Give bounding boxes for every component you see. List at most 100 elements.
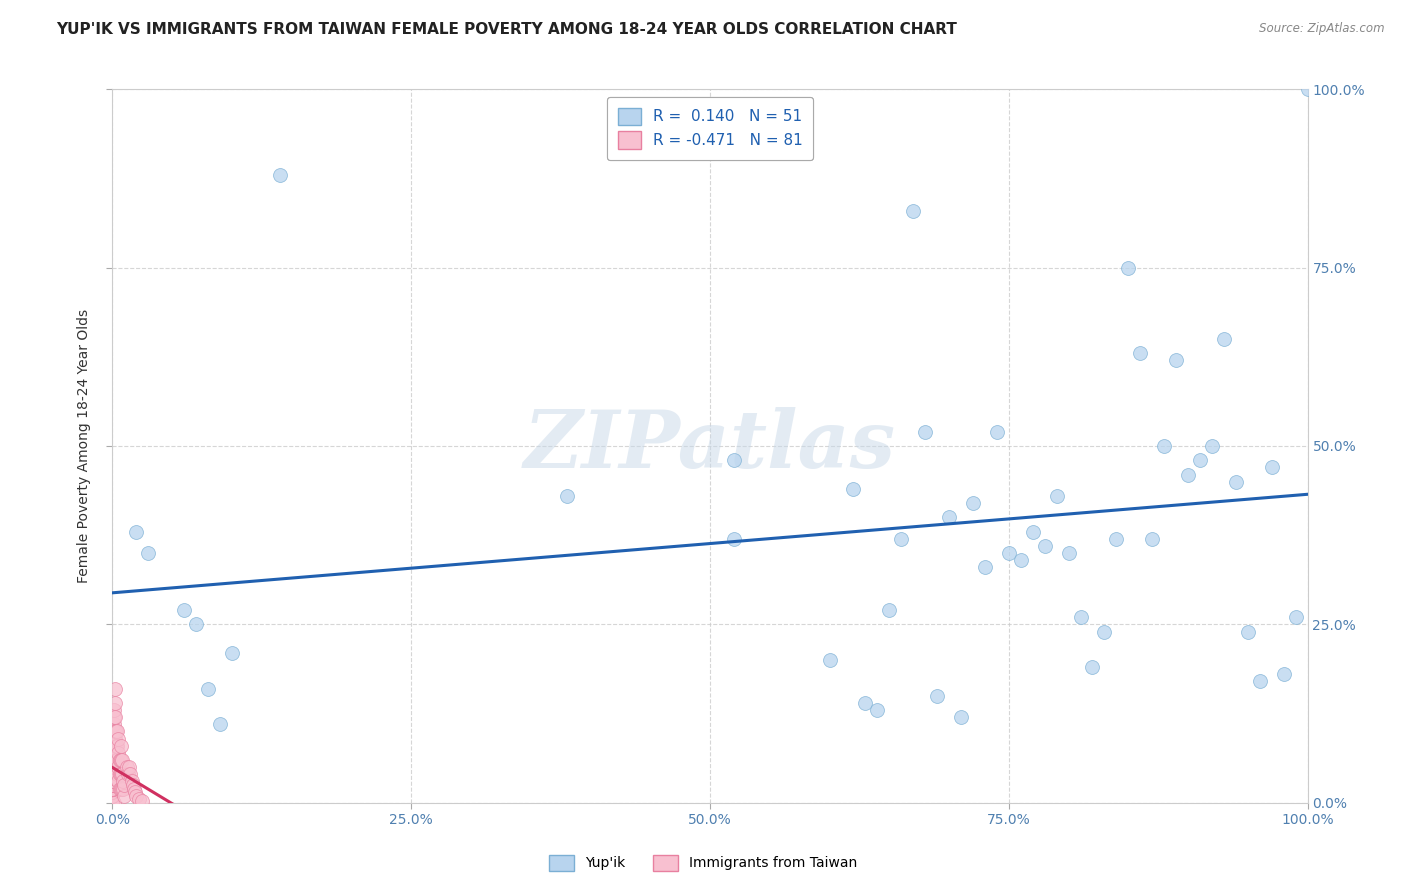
Point <box>1261 460 1284 475</box>
Point <box>938 510 960 524</box>
Point <box>121 778 143 792</box>
Point <box>101 789 124 803</box>
Point <box>927 689 949 703</box>
Point <box>111 781 134 796</box>
Point <box>1094 624 1116 639</box>
Point <box>1272 667 1295 681</box>
Point <box>1296 82 1319 96</box>
Point <box>1033 539 1056 553</box>
Point <box>107 774 129 789</box>
Point <box>209 717 232 731</box>
Point <box>101 796 124 810</box>
Point <box>124 785 146 799</box>
Point <box>842 482 865 496</box>
Point <box>269 168 291 182</box>
Point <box>103 717 125 731</box>
Point <box>110 781 132 796</box>
Legend: R =  0.140   N = 51, R = -0.471   N = 81: R = 0.140 N = 51, R = -0.471 N = 81 <box>607 97 813 160</box>
Point <box>101 796 124 810</box>
Point <box>723 532 745 546</box>
Point <box>101 789 124 803</box>
Point <box>128 792 150 806</box>
Point <box>950 710 973 724</box>
Point <box>107 746 129 760</box>
Point <box>105 739 128 753</box>
Point <box>101 796 124 810</box>
Legend: Yup'ik, Immigrants from Taiwan: Yup'ik, Immigrants from Taiwan <box>543 849 863 876</box>
Point <box>104 696 127 710</box>
Point <box>104 724 127 739</box>
Y-axis label: Female Poverty Among 18-24 Year Olds: Female Poverty Among 18-24 Year Olds <box>77 309 91 583</box>
Point <box>105 724 128 739</box>
Point <box>890 532 912 546</box>
Point <box>103 760 125 774</box>
Point <box>104 760 127 774</box>
Point <box>1010 553 1032 567</box>
Point <box>101 771 124 785</box>
Point <box>1046 489 1069 503</box>
Point <box>1070 610 1092 624</box>
Point <box>103 753 125 767</box>
Point <box>105 753 128 767</box>
Point <box>101 789 124 803</box>
Point <box>1249 674 1271 689</box>
Point <box>114 789 135 803</box>
Point <box>998 546 1021 560</box>
Point <box>101 796 124 810</box>
Point <box>101 778 124 792</box>
Point <box>120 767 142 781</box>
Point <box>112 781 135 796</box>
Point <box>1285 610 1308 624</box>
Point <box>112 774 135 789</box>
Point <box>125 789 148 803</box>
Point <box>101 778 124 792</box>
Point <box>103 753 125 767</box>
Point <box>107 731 129 746</box>
Point <box>1166 353 1188 368</box>
Point <box>555 489 578 503</box>
Text: ZIPatlas: ZIPatlas <box>524 408 896 484</box>
Point <box>138 546 160 560</box>
Point <box>111 767 134 781</box>
Point <box>221 646 243 660</box>
Point <box>104 710 127 724</box>
Point <box>101 785 124 799</box>
Point <box>1213 332 1236 346</box>
Point <box>103 760 125 774</box>
Point <box>105 739 128 753</box>
Point <box>1201 439 1223 453</box>
Point <box>103 724 125 739</box>
Point <box>125 524 148 539</box>
Point <box>103 746 125 760</box>
Point <box>986 425 1008 439</box>
Point <box>101 785 124 799</box>
Point <box>103 739 125 753</box>
Point <box>879 603 901 617</box>
Point <box>903 203 925 218</box>
Point <box>1057 546 1080 560</box>
Point <box>105 724 128 739</box>
Point <box>104 731 127 746</box>
Point <box>866 703 889 717</box>
Point <box>197 681 219 696</box>
Point <box>115 760 138 774</box>
Point <box>101 796 124 810</box>
Point <box>103 710 125 724</box>
Point <box>101 796 124 810</box>
Point <box>101 781 124 796</box>
Point <box>110 739 132 753</box>
Point <box>103 796 125 810</box>
Text: Source: ZipAtlas.com: Source: ZipAtlas.com <box>1260 22 1385 36</box>
Point <box>114 778 135 792</box>
Point <box>105 753 128 767</box>
Point <box>103 753 125 767</box>
Point <box>1153 439 1175 453</box>
Point <box>108 753 131 767</box>
Point <box>121 774 143 789</box>
Point <box>1081 660 1104 674</box>
Point <box>122 781 145 796</box>
Point <box>105 767 128 781</box>
Point <box>1142 532 1164 546</box>
Point <box>118 760 141 774</box>
Point <box>101 778 124 792</box>
